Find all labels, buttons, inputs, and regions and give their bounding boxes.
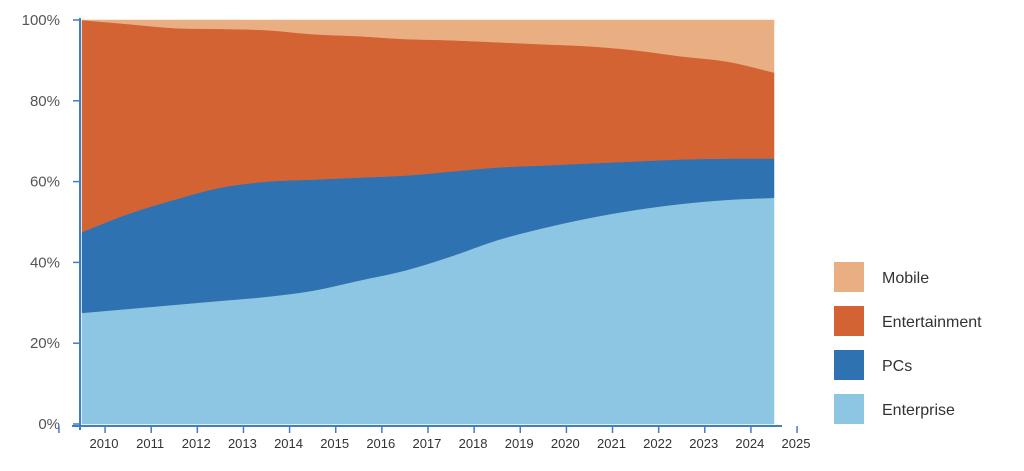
y-tick-label: 40% — [30, 254, 60, 271]
legend: Mobile Entertainment PCs Enterprise — [834, 262, 982, 424]
legend-swatch-pcs — [834, 350, 864, 380]
x-tick-label: 2013 — [228, 436, 257, 451]
x-tick-label: 2011 — [136, 436, 164, 451]
x-tick-label: 2012 — [182, 436, 211, 451]
y-tick-label: 100% — [22, 12, 60, 29]
y-tick-label: 20% — [30, 335, 60, 352]
x-tick-label: 2022 — [643, 436, 672, 451]
x-axis: 2010 2011 2012 2013 2014 2015 2016 2017 2018 2019… — [58, 425, 811, 451]
x-tick-label: 2016 — [366, 436, 395, 451]
legend-label-mobile: Mobile — [882, 270, 929, 287]
x-tick-label: 2023 — [689, 436, 718, 451]
legend-swatch-entertainment — [834, 306, 864, 336]
y-tick-label: 0% — [38, 416, 60, 433]
x-tick-label: 2024 — [735, 436, 764, 451]
legend-label-enterprise: Enterprise — [882, 402, 955, 419]
legend-label-entertainment: Entertainment — [882, 314, 982, 331]
x-tick-label: 2017 — [412, 436, 441, 451]
y-tick-label: 60% — [30, 174, 60, 191]
x-tick-label: 2025 — [782, 436, 811, 451]
y-axis: 0% 20% 40% 60% 80% 100% — [22, 12, 81, 433]
area-mobile — [81, 19, 775, 73]
x-tick-label: 2018 — [459, 436, 488, 451]
x-tick-label: 2020 — [551, 436, 580, 451]
x-tick-label: 2010 — [90, 436, 119, 451]
y-tick-label: 80% — [30, 93, 60, 110]
legend-swatch-enterprise — [834, 394, 864, 424]
x-tick-label: 2019 — [505, 436, 534, 451]
legend-swatch-mobile — [834, 262, 864, 292]
stacked-areas — [81, 19, 775, 425]
x-tick-label: 2014 — [274, 436, 303, 451]
x-tick-label: 2021 — [597, 436, 626, 451]
x-tick-label: 2015 — [320, 436, 349, 451]
legend-label-pcs: PCs — [882, 358, 912, 375]
